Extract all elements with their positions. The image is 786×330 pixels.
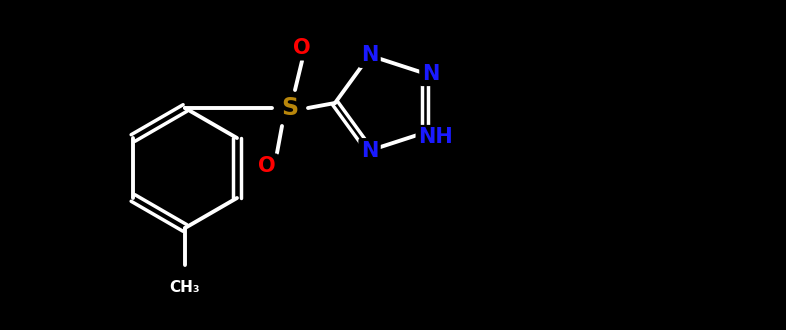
Text: O: O bbox=[293, 38, 310, 58]
Text: N: N bbox=[361, 46, 378, 65]
Text: N: N bbox=[361, 141, 378, 161]
Text: O: O bbox=[258, 156, 276, 176]
Text: CH₃: CH₃ bbox=[170, 280, 200, 295]
Text: N: N bbox=[422, 64, 439, 83]
Text: NH: NH bbox=[418, 127, 453, 148]
Text: S: S bbox=[281, 96, 299, 120]
